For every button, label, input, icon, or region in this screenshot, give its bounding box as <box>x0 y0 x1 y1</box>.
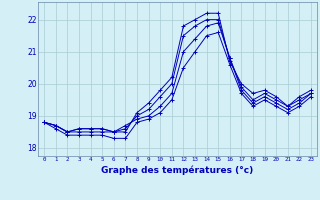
X-axis label: Graphe des températures (°c): Graphe des températures (°c) <box>101 165 254 175</box>
